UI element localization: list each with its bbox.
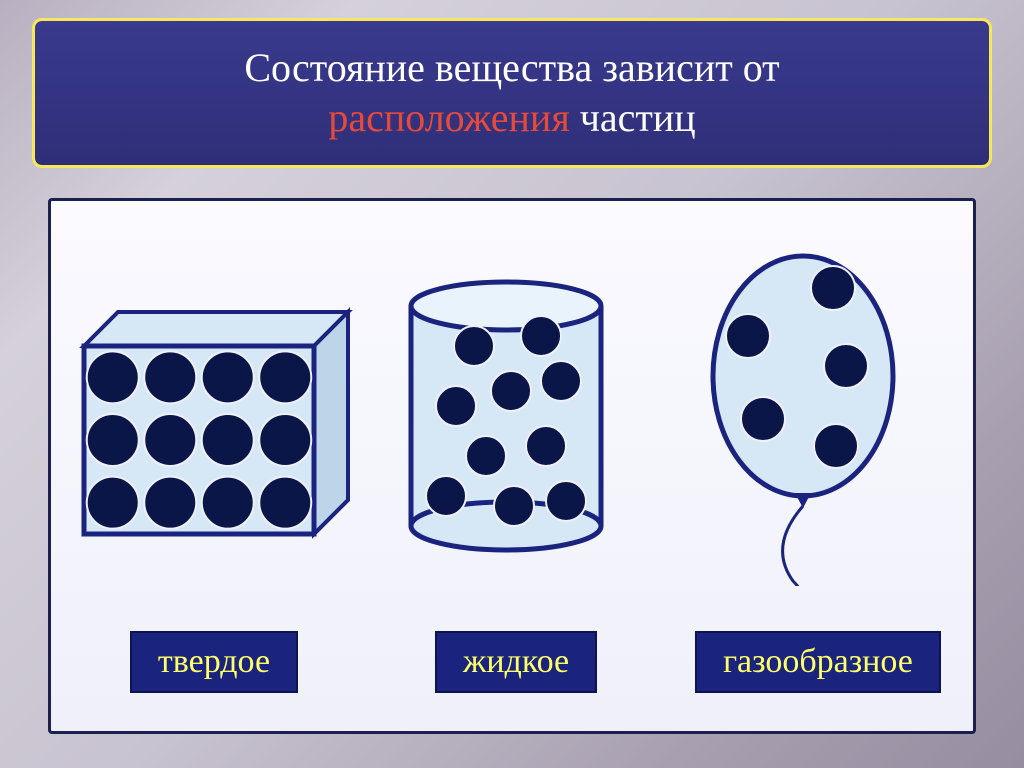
label-gas: газообразное: [695, 631, 941, 693]
label-liquid: жидкое: [435, 631, 597, 693]
diagram-panel: твердое жидкое газообразное: [48, 198, 976, 734]
state-liquid: жидкое: [371, 231, 661, 693]
title-line1: Состояние вещества зависит от: [244, 45, 779, 90]
title-highlight: расположения: [328, 95, 569, 140]
solid-shape: [69, 231, 359, 591]
state-gas: газообразное: [673, 231, 963, 693]
liquid-shape: [371, 231, 661, 591]
gas-shape: [673, 231, 963, 591]
title-tail: частиц: [570, 95, 696, 140]
title-box: Состояние вещества зависит от расположен…: [32, 18, 992, 168]
state-solid: твердое: [69, 231, 359, 693]
label-solid: твердое: [130, 631, 298, 693]
